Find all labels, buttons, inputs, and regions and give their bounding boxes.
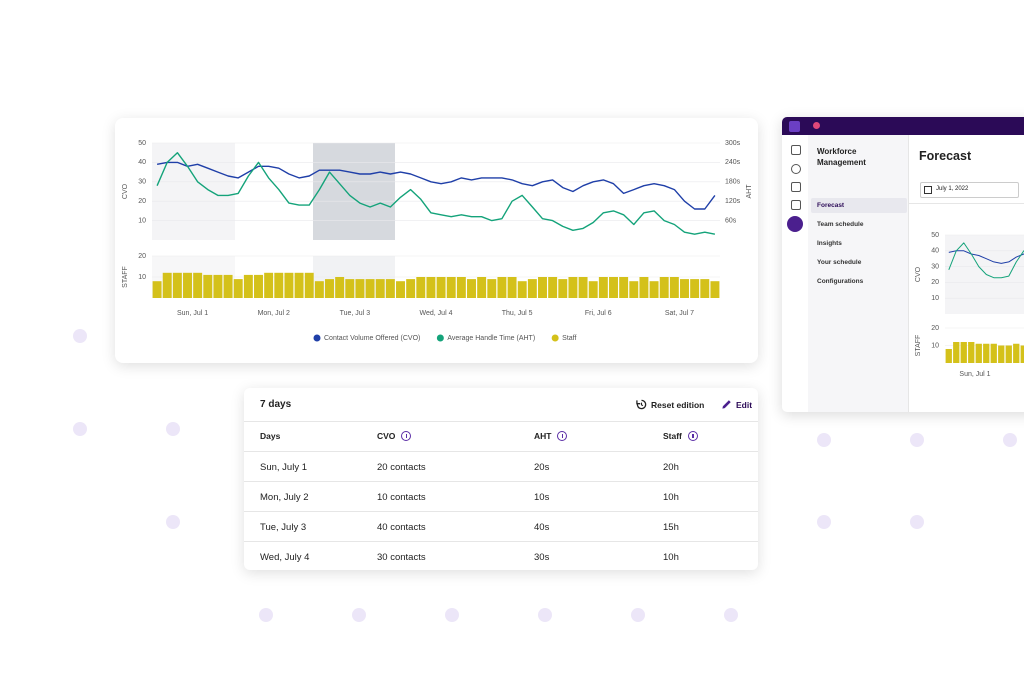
row-divider <box>244 511 758 512</box>
table-cell: 10h <box>663 492 679 503</box>
reset-button[interactable]: Reset edition <box>636 399 704 410</box>
edit-label: Edit <box>736 399 753 410</box>
decor-dot <box>631 608 645 622</box>
calendar-icon <box>924 186 932 194</box>
table-cell: 10 contacts <box>377 492 426 503</box>
nav-panel: Workforce Management Forecast Team schedu… <box>808 135 909 412</box>
table-cell: Mon, July 2 <box>260 492 309 503</box>
wfm-icon[interactable] <box>787 216 803 232</box>
decor-dot <box>259 608 273 622</box>
table-cell: 20 contacts <box>377 462 426 473</box>
column-header: CVO <box>377 431 412 441</box>
table-cell: 10h <box>663 552 679 563</box>
edit-icon <box>722 400 731 409</box>
page-title: Forecast <box>919 149 972 163</box>
home-icon[interactable] <box>791 145 801 155</box>
nav-item[interactable]: Your schedule <box>817 259 862 266</box>
table-cell: Wed, July 4 <box>260 552 310 563</box>
edit-button[interactable]: Edit <box>721 399 752 410</box>
decor-dot <box>817 515 831 529</box>
info-icon[interactable] <box>557 431 568 441</box>
table-cell: Sun, July 1 <box>260 462 307 473</box>
table-card: 7 days Reset edition Edit Days CVO AHT Staf… <box>244 388 758 570</box>
decor-dot <box>352 608 366 622</box>
nav-item[interactable]: Forecast <box>811 198 907 213</box>
settings-icon[interactable] <box>791 164 801 174</box>
nav-item[interactable]: Team schedule <box>817 221 864 228</box>
decor-dot <box>910 515 924 529</box>
decor-dot <box>538 608 552 622</box>
decor-dot <box>817 433 831 447</box>
chart-card <box>115 118 758 363</box>
table-cell: 40s <box>534 522 550 533</box>
nav-item[interactable]: Insights <box>817 240 842 247</box>
column-label: CVO <box>377 431 396 441</box>
flow-icon[interactable] <box>791 182 801 192</box>
table-cell: 15h <box>663 522 679 533</box>
decor-dot <box>73 329 87 343</box>
divider <box>909 203 1024 204</box>
table-cell: Tue, July 3 <box>260 522 307 533</box>
column-label: Staff <box>663 431 682 441</box>
decor-dot <box>910 433 924 447</box>
column-header: AHT <box>534 431 568 441</box>
icon-rail <box>782 135 809 412</box>
info-icon[interactable] <box>401 431 412 441</box>
decor-dot <box>166 422 180 436</box>
table-cell: 10s <box>534 492 550 503</box>
divider <box>244 421 758 422</box>
info-icon[interactable] <box>687 431 698 441</box>
app-badge <box>813 122 820 129</box>
row-divider <box>244 481 758 482</box>
nav-title: Workforce Management <box>817 147 866 167</box>
decor-dot <box>724 608 738 622</box>
decor-dot <box>445 608 459 622</box>
nav-item[interactable]: Configurations <box>817 278 864 285</box>
reset-label: Reset edition <box>651 399 705 410</box>
table-cell: 40 contacts <box>377 522 426 533</box>
column-header: Days <box>260 431 280 441</box>
table-cell: 20s <box>534 462 550 473</box>
app-logo <box>789 121 800 132</box>
date-value: July 1, 2022 <box>936 186 969 192</box>
table-cell: 30 contacts <box>377 552 426 563</box>
table-cell: 30s <box>534 552 550 563</box>
column-label: AHT <box>534 431 552 441</box>
reset-icon <box>636 399 647 410</box>
decor-dot <box>73 422 87 436</box>
row-divider <box>244 451 758 452</box>
decor-dot <box>1003 433 1017 447</box>
app-window: Workforce Management Forecast Team schedu… <box>782 117 1024 412</box>
decor-dot <box>166 515 180 529</box>
app-topbar <box>782 117 1024 135</box>
column-header: Staff <box>663 431 698 441</box>
table-cell: 20h <box>663 462 679 473</box>
table-title: 7 days <box>260 399 292 410</box>
shield-icon[interactable] <box>791 200 801 210</box>
row-divider <box>244 541 758 542</box>
column-label: Days <box>260 431 281 441</box>
date-input[interactable]: July 1, 2022 <box>920 182 1019 198</box>
